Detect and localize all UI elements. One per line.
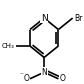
- Text: N: N: [41, 68, 47, 77]
- Text: Br: Br: [74, 14, 83, 23]
- Text: N: N: [41, 14, 48, 23]
- Text: O: O: [23, 74, 29, 83]
- Text: CH₃: CH₃: [2, 43, 15, 49]
- Text: O: O: [59, 74, 65, 83]
- Text: ⁻: ⁻: [19, 70, 23, 79]
